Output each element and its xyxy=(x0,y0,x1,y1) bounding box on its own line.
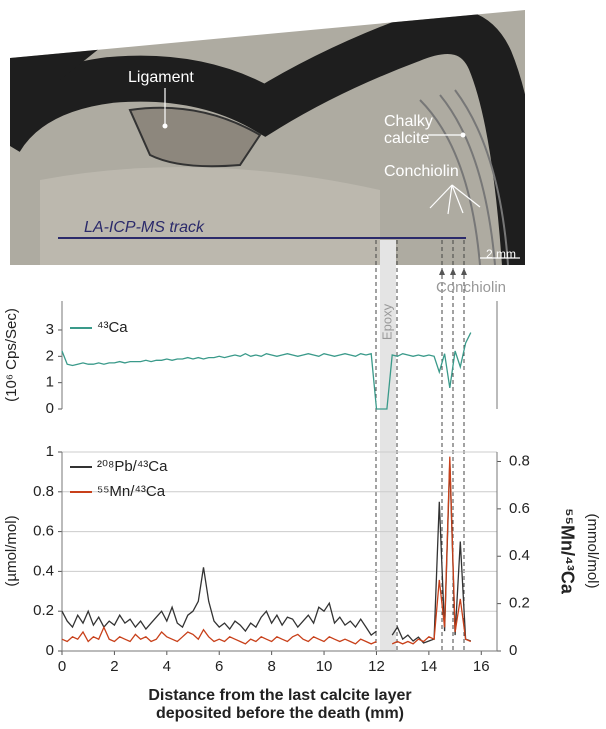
photo-label: calcite xyxy=(384,130,429,147)
annotation: Epoxy xyxy=(379,303,394,340)
legend-label: ⁵⁵Mn/⁴³Ca xyxy=(97,483,166,500)
annotation: Conchiolin xyxy=(436,279,506,296)
y-tick-label: 3 xyxy=(46,321,54,338)
photo-label: Conchiolin xyxy=(384,163,459,180)
shell-edge xyxy=(10,10,525,265)
y-tick-label: 0 xyxy=(46,642,54,659)
shell-dark xyxy=(10,40,110,110)
series-line xyxy=(61,456,472,645)
x-tick-label: 6 xyxy=(215,658,223,675)
x-tick-label: 10 xyxy=(316,658,333,675)
y-tick-label: 0.4 xyxy=(33,562,54,579)
y-tick-label: 0 xyxy=(46,400,54,417)
y-tick-label: 2 xyxy=(46,347,54,364)
calcite-area xyxy=(40,167,380,265)
y2-tick-label: 0.8 xyxy=(509,452,530,469)
track-label: LA-ICP-MS track xyxy=(84,219,205,236)
y-axis-label: (10⁶ Cps/Sec) xyxy=(3,308,20,402)
x-tick-label: 8 xyxy=(267,658,275,675)
dashed-guides xyxy=(375,240,465,651)
y-tick-label: 0.6 xyxy=(33,523,54,540)
y2-axis-label: ⁵⁵Mn/⁴³Ca xyxy=(557,508,577,595)
y-tick-label: 1 xyxy=(46,374,54,391)
arrows xyxy=(429,184,481,215)
scale-label: 2 mm xyxy=(486,247,516,261)
series-line xyxy=(61,461,472,644)
epoxy-band xyxy=(380,240,396,651)
photo: Ligament Chalky calcite Conchiolin LA-IC… xyxy=(10,10,525,265)
y2-tick-label: 0 xyxy=(509,642,517,659)
legend-label: ⁴³Ca xyxy=(97,319,128,336)
x-tick-label: 14 xyxy=(421,658,438,675)
legend-label: ²⁰⁸Pb/⁴³Ca xyxy=(97,458,168,475)
photo-label: Chalky xyxy=(384,113,433,130)
x-tick-label: 2 xyxy=(110,658,118,675)
x-tick-label: 0 xyxy=(58,658,66,675)
x-tick-label: 4 xyxy=(163,658,171,675)
y-axis-label: (µmol/mol) xyxy=(3,515,20,586)
y2-tick-label: 0.4 xyxy=(509,547,530,564)
y2-tick-label: 0.2 xyxy=(509,595,530,612)
x-axis-label: deposited before the death (mm) xyxy=(156,705,404,722)
ligament-shape xyxy=(128,106,262,168)
leader-dot xyxy=(162,123,168,129)
y-tick-label: 1 xyxy=(46,443,54,460)
x-tick-label: 16 xyxy=(473,658,490,675)
y2-axis-unit: (mmol/mol) xyxy=(584,514,601,589)
y-tick-label: 0.2 xyxy=(33,602,54,619)
y-tick-label: 0.8 xyxy=(33,483,54,500)
photo-label: Ligament xyxy=(128,69,194,86)
shell-layers xyxy=(419,89,509,265)
arrow-heads xyxy=(439,268,467,275)
series-line xyxy=(61,332,472,410)
leader-dot xyxy=(460,132,466,138)
y2-tick-label: 0.6 xyxy=(509,500,530,517)
x-tick-label: 12 xyxy=(368,658,385,675)
x-axis-label: Distance from the last calcite layer xyxy=(148,687,411,704)
